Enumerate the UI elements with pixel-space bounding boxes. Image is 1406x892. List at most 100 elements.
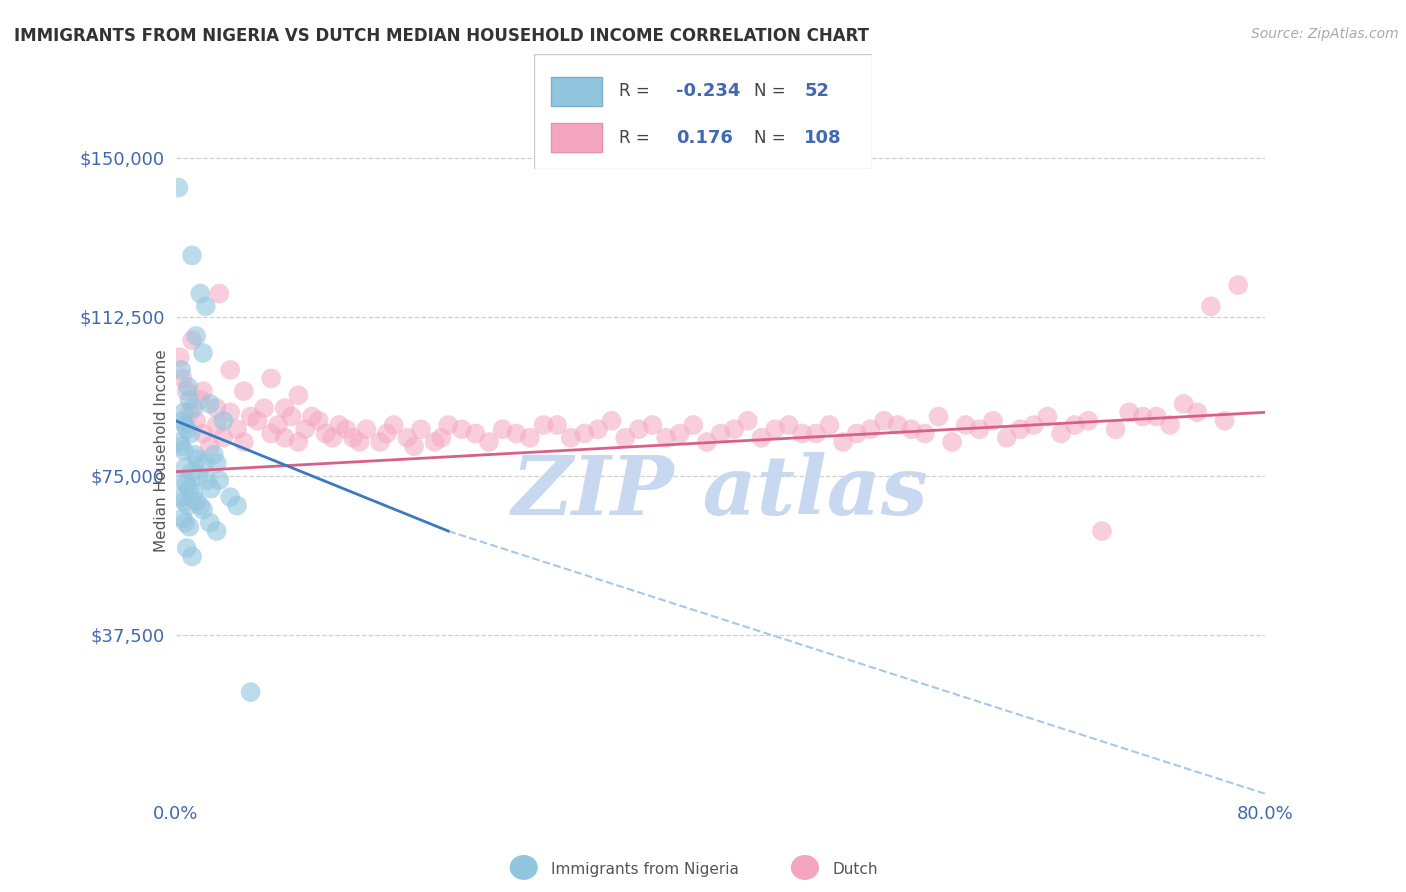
Point [423, 434, 446, 449]
Point [232, 384, 254, 398]
Point [208, 286, 231, 301]
Point [1132, 409, 1154, 424]
Point [941, 434, 963, 449]
Point [172, 414, 194, 428]
Point [193, 456, 215, 470]
Point [169, 434, 191, 449]
FancyBboxPatch shape [534, 54, 872, 169]
Point [260, 426, 283, 441]
Point [180, 426, 202, 441]
Point [181, 465, 204, 479]
Point [737, 414, 759, 428]
Point [1104, 422, 1126, 436]
Point [246, 414, 269, 428]
Point [179, 405, 201, 419]
Point [1022, 417, 1045, 432]
FancyBboxPatch shape [551, 77, 602, 106]
Point [219, 490, 242, 504]
Text: 52: 52 [804, 82, 830, 100]
Point [280, 409, 302, 424]
Point [315, 426, 337, 441]
Point [335, 422, 357, 436]
Point [641, 417, 664, 432]
Point [430, 431, 453, 445]
Text: R =: R = [619, 82, 650, 100]
Point [172, 511, 194, 525]
Point [368, 434, 391, 449]
Text: IMMIGRANTS FROM NIGERIA VS DUTCH MEDIAN HOUSEHOLD INCOME CORRELATION CHART: IMMIGRANTS FROM NIGERIA VS DUTCH MEDIAN … [14, 27, 869, 45]
Point [176, 541, 198, 555]
Text: Immigrants from Nigeria: Immigrants from Nigeria [551, 863, 740, 877]
Point [763, 422, 786, 436]
Point [170, 490, 193, 504]
Point [1063, 417, 1085, 432]
Point [219, 405, 242, 419]
Point [173, 494, 195, 508]
Point [188, 286, 211, 301]
Point [212, 414, 235, 428]
Point [886, 417, 908, 432]
Point [183, 401, 205, 415]
Point [172, 473, 194, 487]
Point [981, 414, 1004, 428]
Point [1187, 405, 1209, 419]
Point [186, 414, 208, 428]
Circle shape [792, 855, 820, 880]
Point [183, 486, 205, 500]
Point [1199, 299, 1222, 313]
Point [186, 452, 209, 467]
Point [170, 363, 193, 377]
Point [186, 494, 208, 508]
Point [696, 434, 718, 449]
Point [177, 499, 200, 513]
Point [560, 431, 582, 445]
Point [253, 401, 276, 415]
Point [1077, 414, 1099, 428]
Point [682, 417, 704, 432]
Point [195, 473, 218, 487]
Point [167, 180, 190, 194]
Point [232, 434, 254, 449]
FancyBboxPatch shape [551, 123, 602, 152]
Point [172, 371, 194, 385]
Point [627, 422, 650, 436]
Point [177, 380, 200, 394]
Point [1010, 422, 1032, 436]
Point [205, 524, 228, 538]
Point [198, 516, 221, 530]
Point [287, 434, 309, 449]
Point [464, 426, 486, 441]
Point [301, 409, 323, 424]
Point [1213, 414, 1236, 428]
Point [308, 414, 330, 428]
Point [1050, 426, 1073, 441]
Point [173, 405, 195, 419]
Point [186, 329, 208, 343]
Point [176, 422, 198, 436]
Point [1227, 278, 1250, 293]
Circle shape [509, 855, 538, 880]
Point [586, 422, 609, 436]
Point [845, 426, 868, 441]
Point [191, 384, 214, 398]
Point [226, 499, 249, 513]
Point [492, 422, 515, 436]
Point [181, 549, 204, 564]
Point [198, 397, 221, 411]
Point [174, 460, 197, 475]
Point [191, 346, 214, 360]
Point [478, 434, 501, 449]
Point [778, 417, 800, 432]
Point [205, 417, 228, 432]
Point [900, 422, 922, 436]
Point [202, 448, 225, 462]
Point [179, 520, 201, 534]
Point [614, 431, 637, 445]
Point [546, 417, 568, 432]
Text: -0.234: -0.234 [676, 82, 741, 100]
Point [914, 426, 936, 441]
Point [533, 417, 555, 432]
Point [818, 417, 841, 432]
Point [219, 363, 242, 377]
Text: 0.176: 0.176 [676, 128, 733, 146]
